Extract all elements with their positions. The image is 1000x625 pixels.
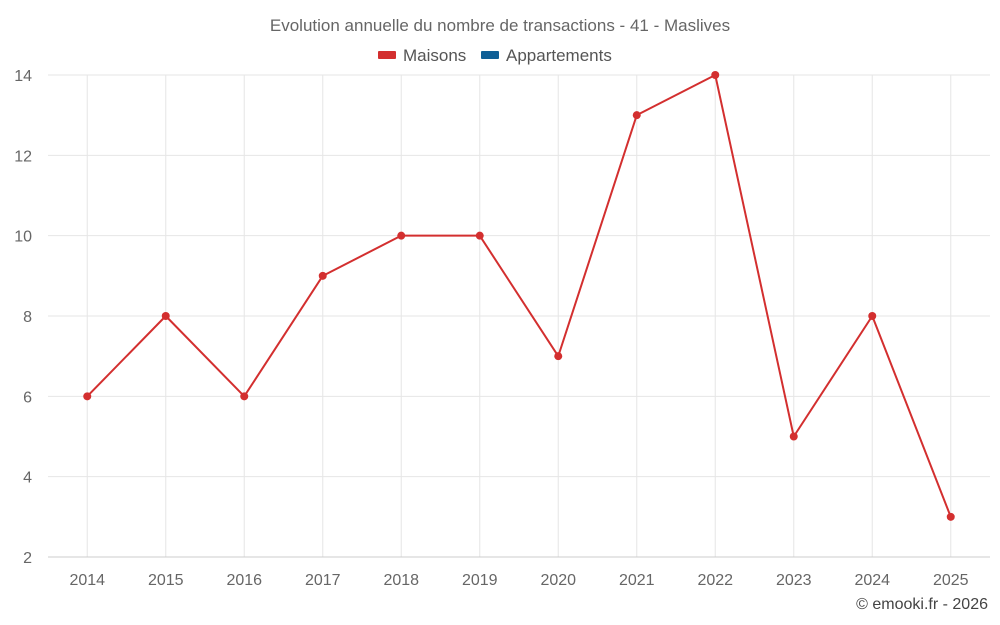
y-tick-label: 12 <box>14 148 32 165</box>
data-point-maisons-2019[interactable] <box>475 231 484 240</box>
x-tick-label: 2014 <box>69 572 105 589</box>
y-tick-label: 6 <box>23 389 32 406</box>
data-point-maisons-2022[interactable] <box>711 71 720 79</box>
legend-item-maisons[interactable]: Maisons <box>378 46 466 65</box>
credit-text: © emooki.fr - 2026 <box>856 596 988 613</box>
series-maisons <box>83 71 955 521</box>
chart-title: Evolution annuelle du nombre de transact… <box>270 16 730 35</box>
x-tick-label: 2019 <box>462 572 498 589</box>
x-tick-label: 2025 <box>933 572 969 589</box>
x-tick-label: 2022 <box>697 572 733 589</box>
y-tick-label: 2 <box>23 550 32 567</box>
data-point-maisons-2017[interactable] <box>318 271 327 280</box>
x-tick-label: 2020 <box>540 572 576 589</box>
data-point-maisons-2014[interactable] <box>83 392 92 401</box>
x-tick-label: 2017 <box>305 572 341 589</box>
legend-swatch-appartements <box>481 51 499 59</box>
x-tick-label: 2021 <box>619 572 655 589</box>
data-point-maisons-2018[interactable] <box>397 231 406 240</box>
x-tick-label: 2018 <box>383 572 419 589</box>
data-point-maisons-2023[interactable] <box>789 432 798 441</box>
series-line-maisons <box>86 74 952 518</box>
data-point-maisons-2021[interactable] <box>632 111 641 120</box>
data-point-maisons-2024[interactable] <box>868 312 877 320</box>
x-axis-ticks: 2014 2015 2016 2017 2018 2019 2020 2021 2022 2023… <box>69 572 968 589</box>
data-point-maisons-2016[interactable] <box>240 392 249 401</box>
x-tick-label: 2023 <box>776 572 812 589</box>
x-tick-label: 2016 <box>226 572 262 589</box>
y-tick-label: 8 <box>23 309 32 326</box>
legend-label-appartements: Appartements <box>506 46 612 65</box>
x-tick-label: 2015 <box>148 572 184 589</box>
y-tick-label: 10 <box>14 229 32 246</box>
y-gridlines <box>48 74 990 478</box>
y-axis-ticks: 2 4 6 8 10 12 14 <box>14 68 32 567</box>
y-tick-label: 14 <box>14 68 32 85</box>
legend-swatch-maisons <box>378 51 396 59</box>
legend-item-appartements[interactable]: Appartements <box>481 46 612 65</box>
y-tick-label: 4 <box>23 470 32 487</box>
data-point-maisons-2020[interactable] <box>554 352 563 361</box>
data-point-maisons-2025[interactable] <box>946 512 955 521</box>
legend: Maisons Appartements <box>378 46 612 65</box>
x-tick-label: 2024 <box>854 572 890 589</box>
legend-label-maisons: Maisons <box>403 46 466 65</box>
data-point-maisons-2015[interactable] <box>161 312 170 320</box>
